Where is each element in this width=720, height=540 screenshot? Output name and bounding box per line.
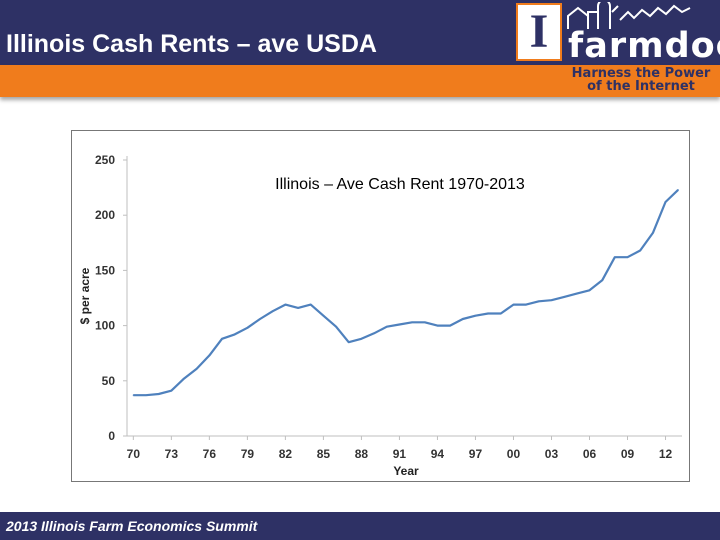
data-point [196,368,198,370]
logo-tagline: Harness the Power of the Internet [566,67,716,93]
data-point [272,310,274,312]
data-point [259,318,261,320]
data-point [639,249,641,252]
y-tick-label: 250 [95,153,115,167]
data-point [335,326,337,328]
x-tick-label: 73 [165,447,179,461]
header-bar [0,0,720,65]
data-point [424,321,426,323]
data-point [436,325,439,327]
data-point [677,189,679,191]
data-point [664,201,667,203]
data-point [234,333,236,336]
data-point [348,341,350,343]
x-tick-label: 00 [507,447,521,461]
x-tick-label: 97 [469,447,483,461]
illinois-block-i-icon: I [516,3,562,61]
data-point [601,279,603,281]
data-point [563,296,565,298]
data-point [221,338,223,340]
data-point [322,315,325,317]
y-axis: 0 50 100 150 200 250 [95,153,128,443]
x-tick-label: 94 [431,447,445,461]
data-point [132,394,134,396]
data-point [386,326,388,328]
x-tick-label: 85 [317,447,331,461]
x-tick-label: 12 [659,447,673,461]
y-tick-label: 150 [95,263,115,277]
data-point [652,232,654,234]
chart-title: Illinois – Ave Cash Rent 1970-2013 [275,176,525,193]
data-point [310,304,312,306]
data-point [525,304,527,306]
data-point [297,307,299,309]
data-point [474,315,477,317]
data-point [500,312,502,315]
x-tick-label: 88 [355,447,369,461]
x-tick-label: 91 [393,447,407,461]
x-tick-label: 03 [545,447,559,461]
series-group [132,189,679,397]
x-axis: 70 73 76 79 82 85 88 91 94 97 00 03 06 09 12 [127,435,682,461]
data-point [158,393,160,395]
data-point [170,390,172,392]
tagline-line-2: of the Internet [587,79,695,94]
y-tick-label: 200 [95,208,115,222]
data-point [487,312,489,315]
y-axis-label: $ per acre [78,267,92,324]
y-tick-label: 50 [102,374,116,388]
x-tick-label: 06 [583,447,597,461]
data-point [411,321,413,323]
data-point [550,299,553,301]
footer-bar: 2013 Illinois Farm Economics Summit [0,512,720,540]
logo-letter: I [529,5,549,58]
y-tick-label: 100 [95,319,115,333]
data-point [208,354,210,357]
data-point [588,289,591,291]
data-point [626,256,629,258]
x-tick-label: 70 [127,447,141,461]
data-point [246,327,248,329]
x-tick-label: 79 [241,447,255,461]
data-point [614,256,616,258]
data-point [284,304,286,306]
tagline-line-1: Harness the Power [571,66,711,81]
data-point [183,377,185,380]
slide-title: Illinois Cash Rents – ave USDA [6,30,377,58]
cash-rent-line-chart: 0 50 100 150 200 250 70 73 76 79 82 85 88 91 94 97 00 03… [78,153,682,478]
data-point [538,300,540,302]
data-point [449,325,451,327]
data-point [512,304,515,306]
accent-bar [0,65,720,97]
x-tick-label: 09 [621,447,635,461]
data-point [462,318,464,320]
footer-text: 2013 Illinois Farm Economics Summit [6,518,258,534]
farm-skyline-icon [567,2,691,29]
chart-frame: 0 50 100 150 200 250 70 73 76 79 82 85 88 91 94 97 00 03… [71,130,690,482]
series-line [133,189,679,397]
data-point [373,332,375,334]
data-point [398,323,401,326]
data-point [576,292,578,295]
x-axis-label: Year [393,464,419,478]
x-tick-label: 76 [203,447,217,461]
data-point [360,338,363,340]
logo-wordmark: farmdoc [568,26,720,66]
data-point [145,394,147,396]
x-tick-label: 82 [279,447,293,461]
y-tick-label: 0 [108,429,115,443]
